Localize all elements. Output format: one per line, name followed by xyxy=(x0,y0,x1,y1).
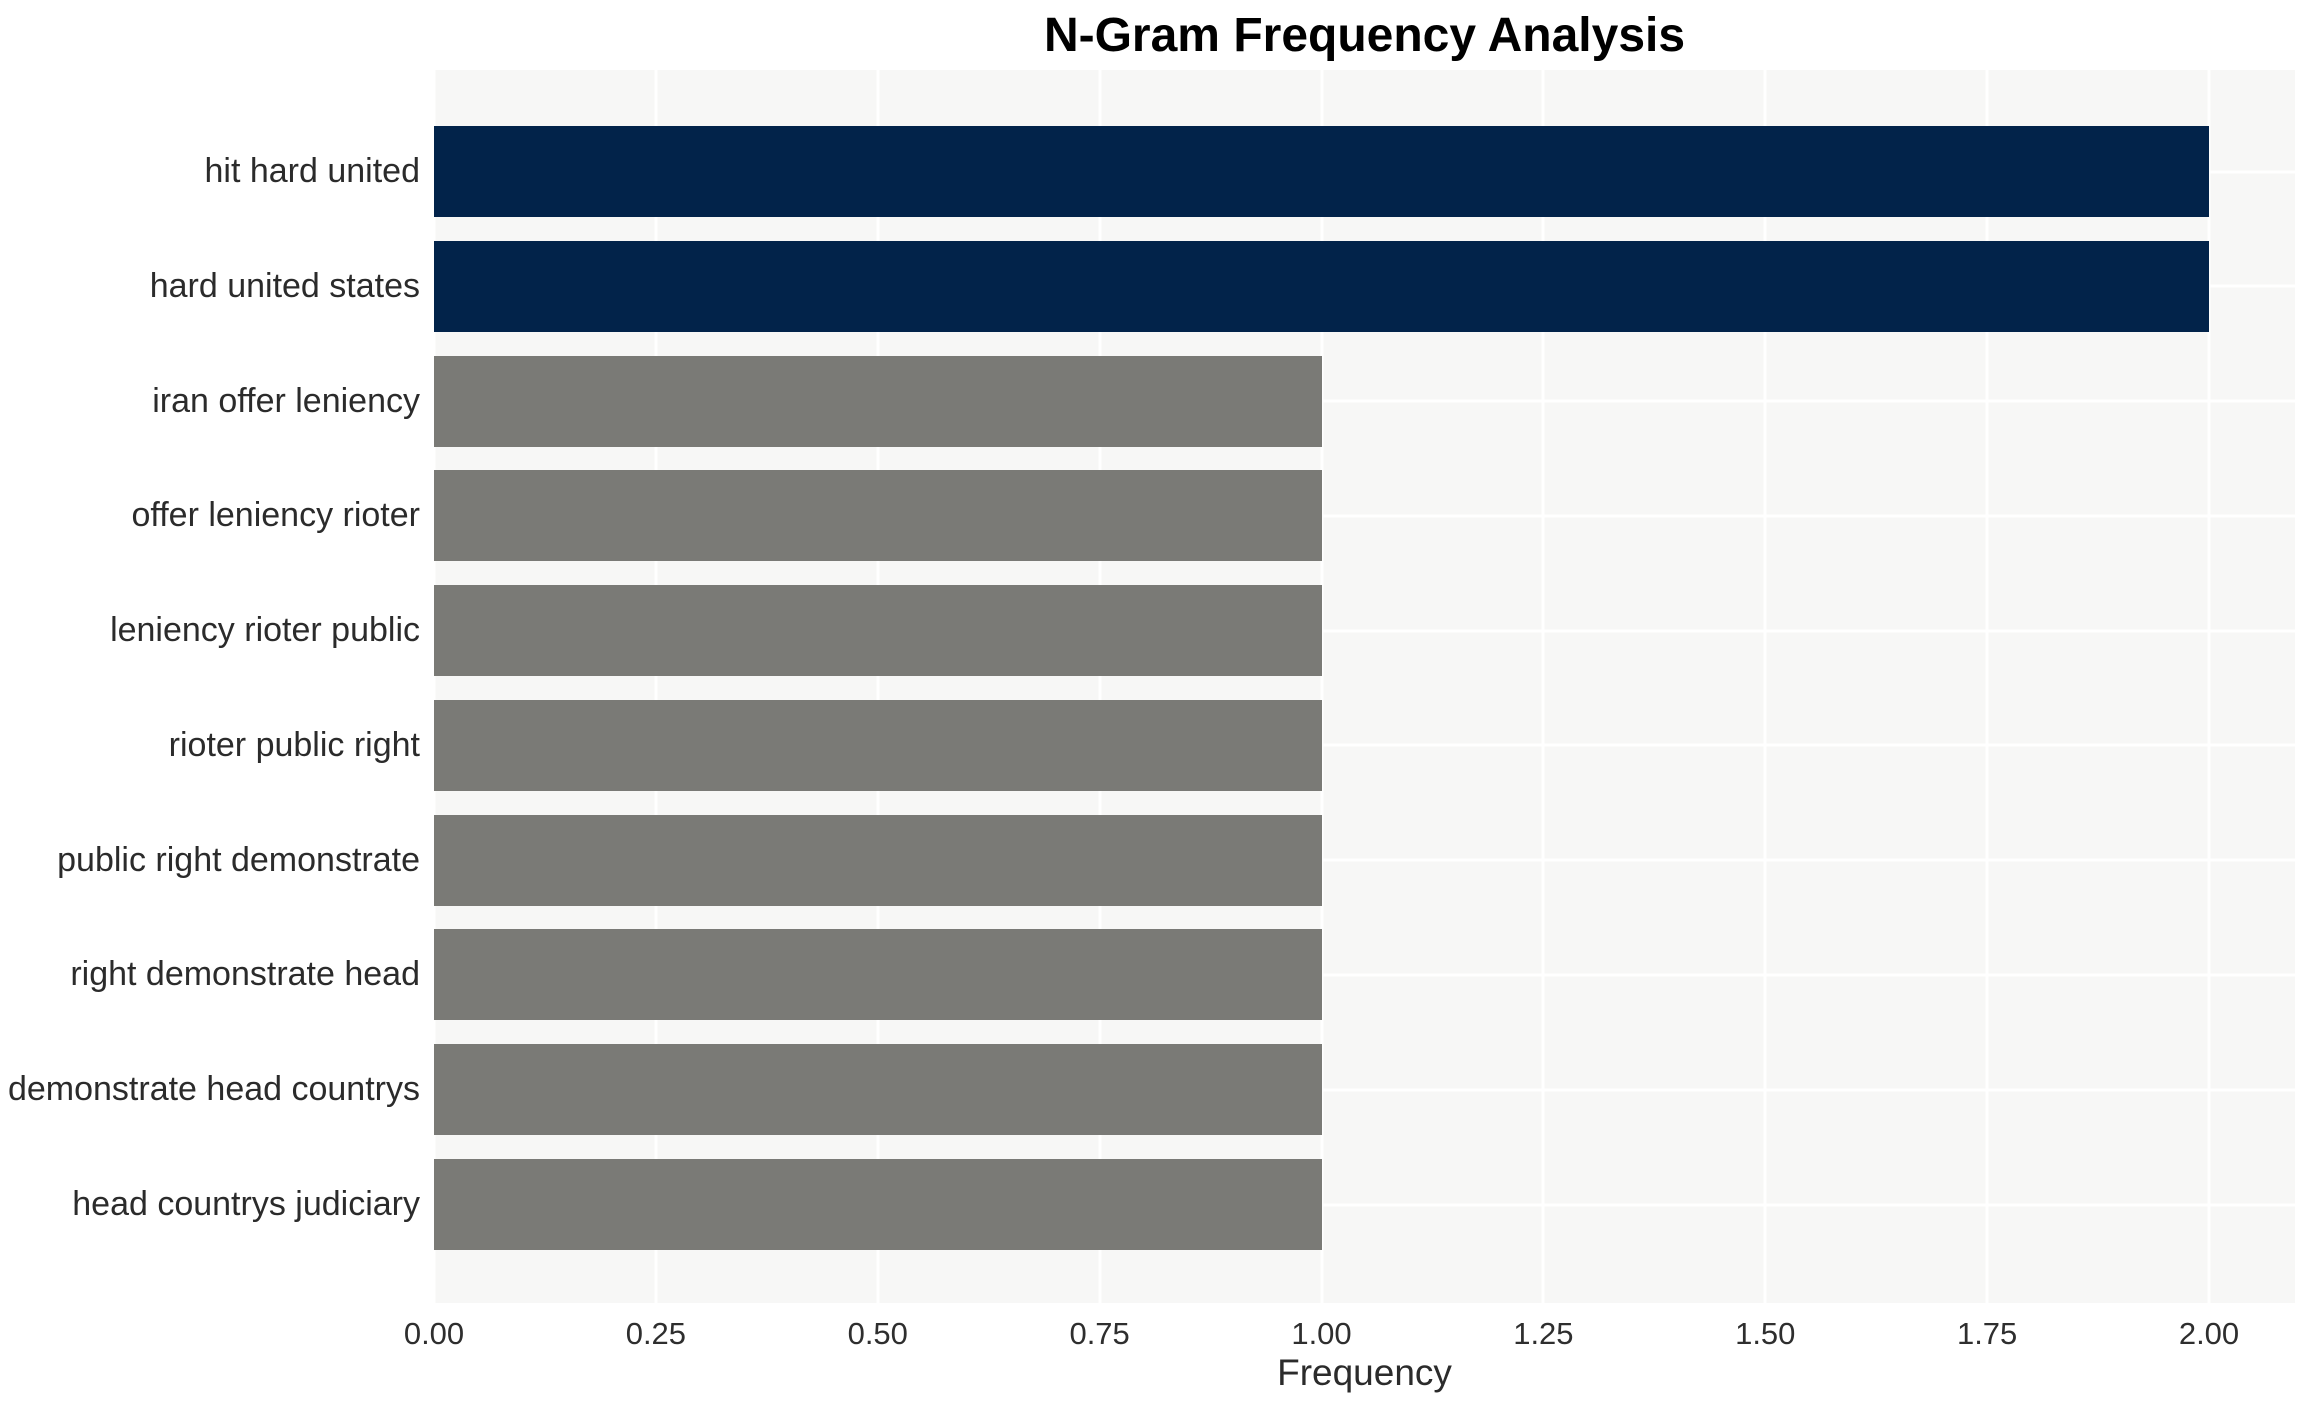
gridline-vertical xyxy=(876,70,880,1303)
plot-area xyxy=(432,70,2295,1303)
bar-iran-offer-leniency xyxy=(434,355,1322,447)
category-label: demonstrate head countrys xyxy=(7,1070,420,1109)
bar-hit-hard-united xyxy=(434,126,2209,217)
gridline-horizontal xyxy=(434,399,2295,403)
gridline-horizontal xyxy=(434,1203,2295,1206)
category-label: iran offer leniency xyxy=(152,381,420,420)
bar-head-countrys-judiciary xyxy=(434,1159,1322,1250)
gridline-vertical xyxy=(1320,70,1323,1303)
category-label: public right demonstrate xyxy=(57,840,420,879)
category-label: hard united states xyxy=(149,266,420,305)
bar-demonstrate-head-countrys xyxy=(434,1044,1322,1136)
gridline-horizontal xyxy=(434,743,2295,747)
gridline-vertical xyxy=(1763,70,1767,1303)
bar-offer-leniency-rioter xyxy=(434,470,1322,562)
bar-leniency-rioter-public xyxy=(434,585,1322,677)
x-tick-label: 0.25 xyxy=(625,1316,687,1351)
category-label: hit hard united xyxy=(204,152,421,190)
gridline-horizontal xyxy=(434,629,2295,633)
category-label: head countrys judiciary xyxy=(72,1185,420,1223)
gridline-vertical xyxy=(1541,70,1545,1303)
bar-public-right-demonstrate xyxy=(434,814,1322,906)
x-tick-label: 1.50 xyxy=(1735,1316,1796,1351)
gridline-vertical xyxy=(432,70,436,1303)
x-tick-label: 0.50 xyxy=(847,1316,908,1351)
bar-rioter-public-right xyxy=(434,699,1322,791)
x-tick-label: 1.75 xyxy=(1956,1316,2018,1351)
category-label: right demonstrate head xyxy=(70,955,420,994)
x-axis-label: Frequency xyxy=(1277,1352,1452,1393)
y-axis-category-labels: hit hard united hard united states iran of… xyxy=(0,70,420,1303)
gridline-vertical xyxy=(654,70,658,1303)
x-tick-label: 0.00 xyxy=(403,1316,465,1351)
bar-hard-united-states xyxy=(434,240,2209,332)
gridline-vertical xyxy=(1985,70,1989,1303)
category-label: rioter public right xyxy=(168,725,420,764)
gridline-horizontal xyxy=(434,858,2295,862)
chart-title: N-Gram Frequency Analysis xyxy=(1043,9,1686,62)
category-label: leniency rioter public xyxy=(110,611,420,650)
gridline-vertical xyxy=(1098,70,1102,1303)
gridline-vertical xyxy=(2207,70,2211,1303)
gridline-horizontal xyxy=(434,973,2295,977)
x-axis-ticks: 0.00 0.25 0.50 0.75 1.00 1.25 1.50 1.75 2.00 xyxy=(404,1316,2295,1356)
category-label: offer leniency rioter xyxy=(131,496,420,535)
x-tick-label: 1.00 xyxy=(1291,1316,1352,1351)
gridline-horizontal xyxy=(434,514,2295,518)
gridline-horizontal xyxy=(434,1088,2295,1092)
x-tick-label: 1.25 xyxy=(1513,1316,1574,1351)
bar-right-demonstrate-head xyxy=(434,929,1322,1021)
x-tick-label: 0.75 xyxy=(1069,1316,1130,1351)
x-tick-label: 2.00 xyxy=(2178,1316,2240,1351)
